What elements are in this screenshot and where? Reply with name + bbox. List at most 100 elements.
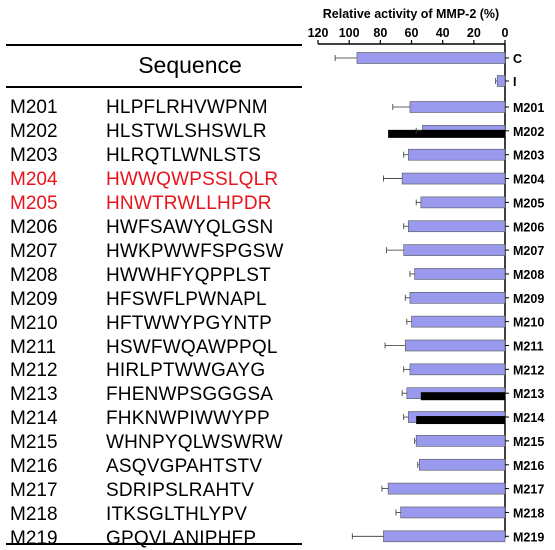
x-tick-label: 60 xyxy=(405,26,419,40)
peptide-id: M203 xyxy=(10,144,58,166)
bar xyxy=(411,315,506,328)
peptide-id: M204 xyxy=(10,168,58,190)
peptide-id: M206 xyxy=(10,216,58,238)
peptide-sequence: HLSTWLSHSWLR xyxy=(106,120,267,142)
peptide-id: M202 xyxy=(10,120,58,142)
bar xyxy=(383,530,506,543)
peptide-id: M218 xyxy=(10,504,58,526)
x-tick-label: 120 xyxy=(308,26,329,40)
category-label: M208 xyxy=(513,268,544,282)
table-row: M215 WHNPYQLWSWRW xyxy=(0,431,300,454)
peptide-sequence: HIRLPTWWGAYG xyxy=(106,360,266,382)
category-label: I xyxy=(513,75,516,89)
peptide-sequence: ITKSGLTHLYPV xyxy=(106,504,248,526)
peptide-id: M210 xyxy=(10,312,58,334)
sequence-table: Sequence M201 HLPFLRHVWPNM M202 HLSTWLSHSWL… xyxy=(0,44,302,549)
bar xyxy=(418,458,506,471)
overlay-bar xyxy=(416,416,505,425)
category-label: M204 xyxy=(513,173,544,187)
peptide-sequence: FHENWPSGGGSA xyxy=(106,384,274,406)
bar xyxy=(408,220,506,233)
category-label: M202 xyxy=(513,125,544,139)
category-label: M212 xyxy=(513,363,544,377)
peptide-id: M212 xyxy=(10,360,58,382)
table-row: M217 SDRIPSLRAHTV xyxy=(0,479,300,502)
overlay-bar xyxy=(420,392,505,401)
table-row: M208 HWWHFYQPPLST xyxy=(0,264,300,287)
category-label: M216 xyxy=(513,459,544,473)
peptide-sequence: HSWFWQAWPPQL xyxy=(106,336,278,358)
bar xyxy=(415,435,506,447)
peptide-sequence: SDRIPSLRAHTV xyxy=(106,480,255,502)
category-label: M207 xyxy=(513,244,544,258)
peptide-sequence: HWWQWPSSLQLR xyxy=(106,168,279,190)
x-tick-label: 40 xyxy=(436,26,450,40)
peptide-sequence: HFTWWYPGYNTP xyxy=(106,312,272,334)
table-top-rule xyxy=(6,44,302,46)
category-label: M201 xyxy=(513,101,544,115)
bar xyxy=(409,363,506,376)
category-label: M214 xyxy=(513,411,544,425)
table-row: M210 HFTWWYPGYNTP xyxy=(0,312,300,335)
category-label: M219 xyxy=(513,530,544,544)
peptide-sequence: HLRQTLWNLSTS xyxy=(106,144,262,166)
table-row: M205 HNWTRWLLHPDR xyxy=(0,192,300,215)
peptide-id: M213 xyxy=(10,384,58,406)
category-label: M205 xyxy=(513,196,544,210)
table-row: M218 ITKSGLTHLYPV xyxy=(0,503,300,526)
table-row: M203 HLRQTLWNLSTS xyxy=(0,144,300,167)
x-tick-label: 0 xyxy=(502,26,509,40)
category-labels: CI M201 M202 M203 M204 M205 M206 M207 M208 M209 M2… xyxy=(505,52,544,544)
x-tick-label: 20 xyxy=(467,26,481,40)
peptide-id: M205 xyxy=(10,192,58,214)
overlay-bar xyxy=(388,129,505,138)
peptide-id: M214 xyxy=(10,408,58,430)
table-row: M206 HWFSAWYQLGSN xyxy=(0,216,300,239)
bar xyxy=(356,52,506,64)
peptide-sequence: FHKNWPIWWYPP xyxy=(106,408,270,430)
bar xyxy=(414,268,506,280)
peptide-id: M209 xyxy=(10,288,58,310)
table-row: M209 HFSWFLPWNAPL xyxy=(0,288,300,311)
bar xyxy=(408,148,506,161)
peptide-id: M215 xyxy=(10,432,58,454)
category-label: M211 xyxy=(513,340,544,354)
sequence-header: Sequence xyxy=(138,52,242,78)
peptide-sequence: HWWHFYQPPLST xyxy=(106,264,271,286)
peptide-sequence: HFSWFLPWNAPL xyxy=(106,288,267,310)
table-bottom-rule xyxy=(6,543,302,545)
table-row: M207 HWKPWWFSPGSW xyxy=(0,240,300,263)
bar xyxy=(420,196,506,209)
table-row: M212 HIRLPTWWGAYG xyxy=(0,359,300,382)
peptide-sequence: HLPFLRHVWPNM xyxy=(106,97,268,118)
x-axis-label: Relative activity of MMP-2 (%) xyxy=(323,7,499,21)
table-row: M204 HWWQWPSSLQLR xyxy=(0,168,300,191)
bar xyxy=(400,506,506,519)
peptide-sequence: WHNPYQLWSWRW xyxy=(106,432,283,454)
bar xyxy=(409,291,506,304)
peptide-sequence: ASQVGPAHTSTV xyxy=(106,456,263,478)
peptide-id: M207 xyxy=(10,240,58,262)
category-label: M217 xyxy=(513,483,544,497)
category-label: M218 xyxy=(513,506,544,520)
category-label: M210 xyxy=(513,316,544,330)
bar xyxy=(401,172,506,185)
category-label: M203 xyxy=(513,149,544,163)
category-label: M213 xyxy=(513,387,544,401)
peptide-sequence: HWFSAWYQLGSN xyxy=(106,216,274,238)
peptide-id: M211 xyxy=(10,336,57,358)
table-row: M216 ASQVGPAHTSTV xyxy=(0,455,300,478)
peptide-sequence: HWKPWWFSPGSW xyxy=(106,240,284,262)
peptide-id: M208 xyxy=(10,264,58,286)
bar xyxy=(496,75,506,87)
table-row: M213 FHENWPSGGGSA xyxy=(0,383,300,406)
x-tick-label: 100 xyxy=(339,26,360,40)
category-label: M209 xyxy=(513,292,544,306)
category-label: C xyxy=(513,52,522,66)
bar xyxy=(403,244,506,256)
x-tick-label: 80 xyxy=(373,26,387,40)
table-header-rule xyxy=(6,86,302,88)
peptide-sequence: HNWTRWLLHPDR xyxy=(106,192,272,214)
category-label: M206 xyxy=(513,220,544,234)
